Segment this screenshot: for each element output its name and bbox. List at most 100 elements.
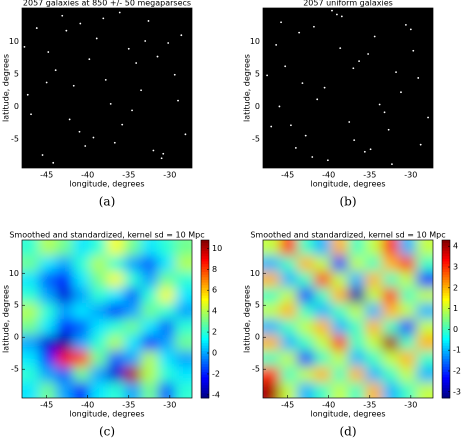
plot-area xyxy=(263,240,433,398)
heatmap-cell xyxy=(331,240,349,257)
colorbar-band xyxy=(442,395,450,399)
heatmap-cell xyxy=(365,240,383,257)
galaxy-point xyxy=(404,23,407,26)
galaxy-point xyxy=(284,65,287,68)
galaxy-point xyxy=(400,91,402,94)
heatmap-cell xyxy=(175,382,192,398)
colorbar-band xyxy=(442,342,450,346)
colorbar-band xyxy=(201,345,209,349)
colorbar-tick-label: 0 xyxy=(212,349,217,358)
heatmap-cell xyxy=(175,334,192,352)
colorbar-band xyxy=(442,374,450,378)
colorbar-band xyxy=(442,297,450,301)
colorbar-tick-label: 6 xyxy=(212,286,217,295)
heatmap-cell xyxy=(73,334,91,352)
y-tick-label: 5 xyxy=(255,70,260,79)
heatmap-cell xyxy=(39,255,57,273)
heatmap-cell xyxy=(90,366,108,383)
colorbar-tick-label: 3 xyxy=(453,263,458,272)
galaxy-point xyxy=(177,99,179,102)
colorbar-tick-label: 10 xyxy=(212,244,222,253)
y-tick-label: 0 xyxy=(14,102,19,111)
colorbar-band xyxy=(201,337,209,341)
colorbar-band xyxy=(201,395,209,399)
heatmap-cell xyxy=(365,366,383,383)
heatmap-cell xyxy=(382,303,400,320)
panel-caption: (d) xyxy=(339,425,356,439)
colorbar-tick-label: 4 xyxy=(212,307,217,316)
colorbar-band xyxy=(442,337,450,341)
heatmap-cell xyxy=(263,240,281,257)
heatmap-cell xyxy=(348,366,366,383)
galaxy-point xyxy=(326,159,329,162)
colorbar-band xyxy=(201,369,209,373)
galaxy-point xyxy=(311,156,314,158)
heatmap-cell xyxy=(348,319,366,336)
colorbar-band xyxy=(201,271,209,275)
heatmap-cell xyxy=(39,366,57,383)
heatmap-cell xyxy=(56,287,74,304)
colorbar-band xyxy=(201,326,209,330)
heatmap-cell xyxy=(22,366,40,383)
heatmap-cell xyxy=(280,350,298,367)
colorbar-band xyxy=(442,361,450,365)
colorbar-band xyxy=(201,263,209,267)
galaxy-point xyxy=(290,124,292,127)
heatmap-cell xyxy=(348,255,366,273)
colorbar-band xyxy=(442,253,450,257)
galaxy-point xyxy=(348,121,351,123)
x-tick-label: -45 xyxy=(281,171,294,180)
heatmap-cell xyxy=(73,271,91,288)
galaxy-point xyxy=(147,20,150,22)
plot-area xyxy=(22,8,192,168)
galaxy-point xyxy=(173,73,176,76)
colorbar-band xyxy=(442,358,450,362)
colorbar-band xyxy=(201,245,209,249)
galaxy-point xyxy=(363,150,366,153)
colorbar-band xyxy=(201,247,209,251)
heatmap-cell xyxy=(39,303,57,320)
galaxy-point xyxy=(78,130,81,133)
heatmap-cell xyxy=(158,366,176,383)
colorbar-band xyxy=(442,292,450,296)
heatmap-cell xyxy=(124,287,142,304)
colorbar-band xyxy=(201,347,209,351)
galaxy-point xyxy=(72,84,75,87)
colorbar-band xyxy=(201,361,209,365)
heatmap-cell xyxy=(399,319,417,336)
galaxy-point xyxy=(301,82,304,85)
heatmap-cell xyxy=(280,334,298,352)
heatmap-cell xyxy=(90,303,108,320)
heatmap-cell xyxy=(399,287,417,304)
colorbar-band xyxy=(201,303,209,307)
colorbar-band xyxy=(201,329,209,333)
heatmap-cell xyxy=(56,350,74,367)
heatmap-cell xyxy=(382,334,400,352)
heatmap-cell xyxy=(124,303,142,320)
x-tick-label: -40 xyxy=(81,401,94,410)
heatmap-cell xyxy=(39,287,57,304)
colorbar-tick-label: -2 xyxy=(453,366,461,375)
plot-background xyxy=(263,8,433,168)
galaxy-point xyxy=(417,77,420,79)
colorbar-band xyxy=(442,363,450,367)
y-tick-label: 0 xyxy=(14,333,19,342)
galaxy-point xyxy=(331,9,333,12)
heatmap-cell xyxy=(263,334,281,352)
colorbar-band xyxy=(201,363,209,367)
heatmap-cell xyxy=(314,240,332,257)
heatmap-cell xyxy=(141,382,159,398)
heatmap-cell xyxy=(124,255,142,273)
colorbar-band xyxy=(201,366,209,370)
heatmap-cell xyxy=(141,240,159,257)
colorbar-band xyxy=(442,300,450,304)
x-axis-label: longitude, degrees xyxy=(311,410,386,419)
colorbar-band xyxy=(442,247,450,251)
galaxy-point xyxy=(127,47,130,50)
galaxy-point xyxy=(336,13,338,16)
colorbar-frame xyxy=(441,239,451,399)
heatmap-cell xyxy=(175,240,192,257)
heatmap-cell xyxy=(90,334,108,352)
x-tick-label: -35 xyxy=(122,171,135,180)
